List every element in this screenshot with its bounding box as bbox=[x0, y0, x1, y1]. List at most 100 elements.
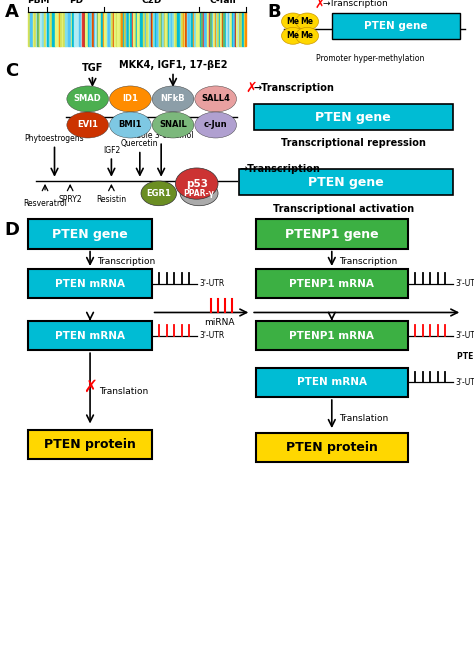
Bar bbox=[174, 12, 175, 46]
Bar bbox=[109, 12, 110, 46]
Bar bbox=[85, 12, 87, 46]
Ellipse shape bbox=[180, 181, 218, 206]
Text: MKK4, IGF1, 17-βE2: MKK4, IGF1, 17-βE2 bbox=[119, 60, 227, 70]
Bar bbox=[230, 12, 232, 46]
Bar bbox=[207, 12, 209, 46]
Bar bbox=[226, 12, 228, 46]
Bar bbox=[55, 12, 56, 46]
Bar bbox=[137, 12, 139, 46]
Bar bbox=[106, 12, 107, 46]
Bar bbox=[104, 12, 106, 46]
Bar bbox=[129, 12, 130, 46]
Bar bbox=[185, 12, 187, 46]
Bar bbox=[145, 12, 146, 46]
Bar bbox=[38, 12, 40, 46]
Text: Me: Me bbox=[286, 31, 300, 40]
Bar bbox=[46, 12, 47, 46]
FancyBboxPatch shape bbox=[28, 219, 152, 249]
Text: →Transcription: →Transcription bbox=[322, 0, 388, 8]
Bar bbox=[188, 12, 190, 46]
Bar bbox=[124, 12, 126, 46]
Text: Promoter hyper-methylation: Promoter hyper-methylation bbox=[316, 54, 424, 63]
FancyBboxPatch shape bbox=[28, 430, 152, 459]
Bar bbox=[139, 12, 140, 46]
Text: p53: p53 bbox=[186, 178, 208, 189]
Ellipse shape bbox=[141, 181, 176, 206]
Bar bbox=[47, 12, 49, 46]
Bar bbox=[168, 12, 169, 46]
Bar bbox=[66, 12, 68, 46]
Text: Me: Me bbox=[286, 17, 300, 26]
Bar bbox=[213, 12, 215, 46]
Bar bbox=[97, 12, 98, 46]
Text: Quercetin: Quercetin bbox=[121, 139, 159, 148]
Bar bbox=[173, 12, 174, 46]
Bar bbox=[200, 12, 201, 46]
Bar bbox=[123, 12, 124, 46]
Ellipse shape bbox=[67, 112, 109, 138]
Text: PTENP1 mRNA: PTENP1 mRNA bbox=[289, 279, 374, 288]
Bar bbox=[245, 12, 246, 46]
Bar bbox=[161, 12, 162, 46]
Text: SNAIL: SNAIL bbox=[159, 120, 187, 130]
Bar bbox=[116, 12, 117, 46]
Text: Transcriptional repression: Transcriptional repression bbox=[281, 138, 426, 148]
FancyBboxPatch shape bbox=[256, 433, 408, 462]
Bar bbox=[130, 12, 132, 46]
Bar bbox=[187, 12, 188, 46]
Bar bbox=[159, 12, 161, 46]
Bar bbox=[238, 12, 239, 46]
Text: Me: Me bbox=[301, 31, 314, 40]
Text: Translation: Translation bbox=[100, 387, 149, 396]
Bar bbox=[177, 12, 178, 46]
Text: ✗: ✗ bbox=[246, 81, 257, 95]
Text: Transcriptional activation: Transcriptional activation bbox=[273, 204, 414, 214]
Bar bbox=[84, 12, 85, 46]
Bar bbox=[181, 12, 182, 46]
Bar bbox=[75, 12, 76, 46]
Text: Indole 3-carbinol: Indole 3-carbinol bbox=[129, 131, 193, 140]
Bar bbox=[203, 12, 204, 46]
Bar bbox=[88, 12, 90, 46]
Bar bbox=[57, 12, 59, 46]
Text: SALL4: SALL4 bbox=[201, 94, 230, 104]
Bar bbox=[146, 12, 147, 46]
Text: Phytoestrogens: Phytoestrogens bbox=[25, 134, 84, 143]
Bar bbox=[166, 12, 168, 46]
Ellipse shape bbox=[67, 86, 109, 112]
Bar bbox=[52, 12, 53, 46]
Bar bbox=[73, 12, 75, 46]
Text: C2D: C2D bbox=[142, 0, 162, 5]
Bar bbox=[91, 12, 92, 46]
Bar bbox=[143, 12, 145, 46]
Bar bbox=[233, 12, 235, 46]
Bar bbox=[36, 12, 37, 46]
Bar bbox=[111, 12, 113, 46]
Ellipse shape bbox=[195, 86, 237, 112]
Bar bbox=[220, 12, 222, 46]
Bar bbox=[117, 12, 118, 46]
Ellipse shape bbox=[109, 86, 151, 112]
Text: EGR1: EGR1 bbox=[146, 189, 171, 198]
Bar bbox=[30, 12, 31, 46]
Bar bbox=[107, 12, 109, 46]
Bar bbox=[76, 12, 78, 46]
Text: PTENP1 as a decoy: PTENP1 as a decoy bbox=[457, 352, 474, 361]
Text: D: D bbox=[5, 221, 20, 240]
Ellipse shape bbox=[152, 86, 194, 112]
Text: BMI1: BMI1 bbox=[118, 120, 142, 130]
Bar bbox=[92, 12, 94, 46]
Text: PTEN gene: PTEN gene bbox=[52, 228, 128, 240]
Text: Resveratrol: Resveratrol bbox=[23, 199, 67, 208]
Bar bbox=[31, 12, 33, 46]
Bar bbox=[175, 12, 177, 46]
Bar bbox=[60, 12, 62, 46]
Bar bbox=[100, 12, 101, 46]
Bar bbox=[49, 12, 50, 46]
Bar bbox=[201, 12, 203, 46]
Text: Transcription: Transcription bbox=[97, 257, 155, 266]
Text: Resistin: Resistin bbox=[96, 195, 127, 204]
FancyBboxPatch shape bbox=[256, 269, 408, 298]
Text: ✗: ✗ bbox=[83, 378, 97, 396]
Bar bbox=[132, 12, 133, 46]
